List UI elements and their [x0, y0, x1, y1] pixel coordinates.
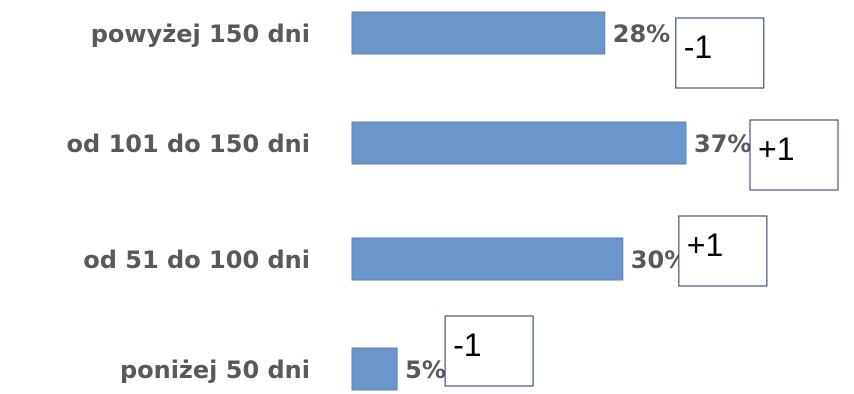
bar [351, 347, 398, 391]
change-box [678, 215, 768, 287]
bar [351, 121, 687, 165]
value-label: 37% [694, 130, 751, 158]
change-box [444, 315, 534, 387]
change-label: +1 [687, 227, 723, 263]
change-label: -1 [453, 327, 481, 363]
change-label: -1 [684, 29, 712, 65]
category-label: powyżej 150 dni [91, 20, 310, 48]
value-label: 28% [613, 20, 670, 48]
change-box [749, 119, 839, 191]
category-label: od 101 do 150 dni [67, 130, 310, 158]
category-label: od 51 do 100 dni [83, 246, 310, 274]
change-box [675, 17, 765, 89]
bar [351, 237, 624, 281]
change-label: +1 [758, 131, 794, 167]
category-label: poniżej 50 dni [120, 356, 310, 384]
value-label: 5% [405, 356, 446, 384]
bar [351, 11, 606, 55]
